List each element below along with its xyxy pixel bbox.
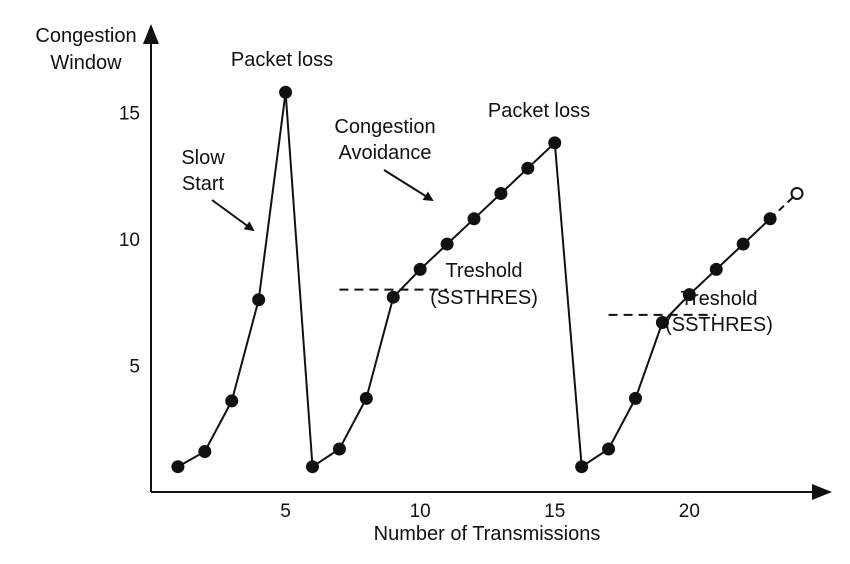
x-axis-arrowhead bbox=[812, 484, 832, 500]
threshold-lines bbox=[339, 288, 717, 316]
annotation-slow-start-line-1: Slow bbox=[181, 147, 225, 169]
data-point bbox=[413, 262, 427, 276]
data-point bbox=[467, 212, 481, 226]
congestion-avoidance-arrow bbox=[383, 169, 434, 202]
x-tick-label: 10 bbox=[410, 501, 431, 522]
data-point bbox=[198, 445, 212, 459]
congestion-window-series bbox=[171, 85, 804, 474]
annotation-congestion-avoidance-line-1: Congestion bbox=[334, 116, 435, 138]
data-point bbox=[682, 288, 696, 302]
annotations: Packet loss Packet loss Slow Start Conge… bbox=[181, 49, 773, 336]
data-point bbox=[332, 442, 346, 456]
data-point bbox=[709, 262, 723, 276]
data-point bbox=[494, 186, 508, 200]
data-point bbox=[440, 237, 454, 251]
annotation-threshold-1-line-2: (SSTHRES) bbox=[430, 287, 538, 309]
data-point bbox=[359, 391, 373, 405]
data-point bbox=[521, 161, 535, 175]
data-point bbox=[171, 460, 185, 474]
axes bbox=[143, 24, 832, 500]
data-point bbox=[763, 212, 777, 226]
data-point bbox=[225, 394, 239, 408]
y-axis-arrowhead bbox=[143, 24, 159, 44]
data-point-open bbox=[790, 186, 804, 200]
annotation-congestion-avoidance-line-2: Avoidance bbox=[338, 142, 431, 164]
annotation-packet-loss-1: Packet loss bbox=[231, 49, 333, 71]
data-point bbox=[602, 442, 616, 456]
annotation-threshold-1-line-1: Treshold bbox=[445, 260, 522, 282]
slow-start-arrow bbox=[211, 199, 255, 232]
data-point bbox=[306, 460, 320, 474]
y-axis-label-line-1: Congestion bbox=[35, 25, 136, 47]
annotation-packet-loss-2: Packet loss bbox=[488, 100, 590, 122]
data-point bbox=[655, 316, 669, 330]
data-point bbox=[736, 237, 750, 251]
y-tick-label: 5 bbox=[129, 357, 140, 378]
data-point bbox=[548, 136, 562, 150]
annotation-threshold-2-line-1: Treshold bbox=[680, 288, 757, 310]
y-tick-label: 10 bbox=[119, 230, 140, 251]
tick-labels: 5 10 15 20 5 10 15 bbox=[119, 104, 700, 522]
data-point bbox=[629, 391, 643, 405]
y-tick-label: 15 bbox=[119, 104, 140, 125]
x-axis-label: Number of Transmissions bbox=[374, 523, 601, 545]
x-tick-label: 20 bbox=[679, 501, 700, 522]
annotation-threshold-2-line-2: (SSTHRES) bbox=[665, 314, 773, 336]
data-point bbox=[252, 293, 266, 307]
x-tick-label: 5 bbox=[280, 501, 291, 522]
data-point bbox=[386, 290, 400, 304]
data-point bbox=[279, 85, 293, 99]
data-point bbox=[575, 460, 589, 474]
x-tick-label: 15 bbox=[544, 501, 565, 522]
y-axis-label-line-2: Window bbox=[50, 52, 122, 74]
annotation-slow-start-line-2: Start bbox=[182, 173, 225, 195]
